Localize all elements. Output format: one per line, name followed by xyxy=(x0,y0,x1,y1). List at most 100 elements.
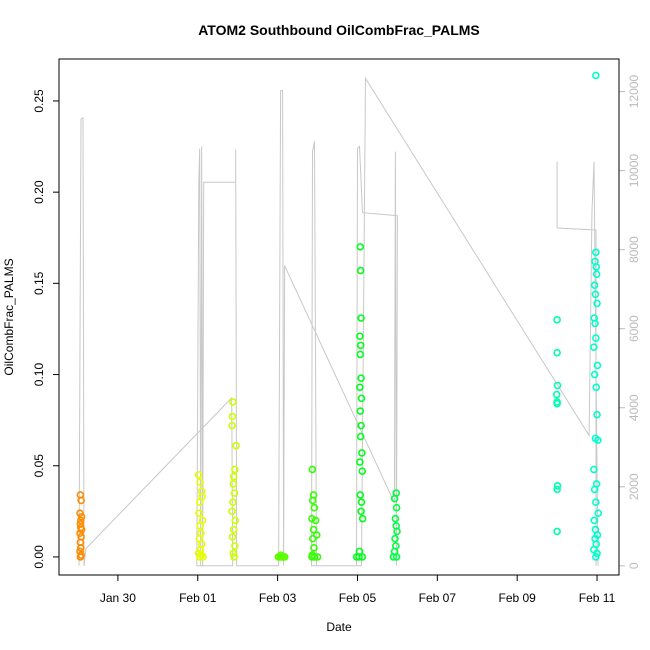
point xyxy=(231,465,239,474)
point xyxy=(593,361,602,370)
x-axis-label: Date xyxy=(326,620,352,634)
point xyxy=(391,534,399,543)
y-tick-label: 0.05 xyxy=(32,454,46,478)
point xyxy=(590,465,598,474)
point xyxy=(356,491,365,499)
point xyxy=(593,549,601,558)
point xyxy=(76,553,85,561)
point xyxy=(356,266,365,275)
point xyxy=(593,299,601,308)
point xyxy=(313,553,322,561)
x-tick-label: Feb 07 xyxy=(419,591,457,605)
y2-tick-label: 4000 xyxy=(627,394,641,421)
point xyxy=(356,332,364,341)
point xyxy=(592,248,600,257)
chart-title: ATOM2 Southbound OilCombFrac_PALMS xyxy=(198,22,480,38)
point xyxy=(280,553,289,561)
point xyxy=(357,394,366,403)
point xyxy=(590,343,598,351)
point xyxy=(308,465,317,474)
point xyxy=(390,494,399,503)
point xyxy=(76,544,85,552)
point xyxy=(553,381,562,390)
point xyxy=(553,485,561,494)
point xyxy=(230,489,239,497)
point xyxy=(310,503,319,512)
point xyxy=(590,370,599,379)
point xyxy=(228,421,236,430)
point xyxy=(590,516,599,525)
point xyxy=(76,529,84,538)
point xyxy=(231,542,239,550)
y2-tick-label: 12000 xyxy=(627,75,641,109)
point xyxy=(194,471,203,479)
point xyxy=(391,514,400,523)
point xyxy=(355,553,363,561)
point xyxy=(392,503,401,512)
point xyxy=(591,319,599,328)
point xyxy=(592,334,600,342)
y-tick-label: 0.20 xyxy=(32,180,46,204)
point xyxy=(357,507,365,516)
point xyxy=(357,374,365,382)
point xyxy=(553,316,561,324)
point xyxy=(356,458,364,466)
point xyxy=(197,551,206,559)
altitude-line xyxy=(78,76,599,567)
point xyxy=(310,544,318,552)
point xyxy=(553,348,561,357)
y2-tick-label: 6000 xyxy=(627,315,641,342)
point xyxy=(195,509,203,517)
point xyxy=(590,281,599,289)
point xyxy=(356,407,365,415)
x-tick-label: Feb 05 xyxy=(339,591,377,605)
point xyxy=(358,449,366,457)
point xyxy=(277,551,285,559)
point xyxy=(592,498,600,507)
point xyxy=(392,553,401,561)
point xyxy=(356,432,365,441)
point xyxy=(229,498,237,507)
y-tick-label: 0.15 xyxy=(32,271,46,295)
point xyxy=(393,527,401,536)
point xyxy=(358,553,367,561)
point xyxy=(591,290,600,299)
point xyxy=(553,527,561,536)
point xyxy=(357,498,366,507)
point xyxy=(356,383,364,392)
y2-tick-label: 2000 xyxy=(627,473,641,500)
point xyxy=(231,516,240,525)
point xyxy=(592,71,600,80)
x-tick-label: Jan 30 xyxy=(100,591,136,605)
point xyxy=(229,472,238,481)
point xyxy=(592,553,600,561)
point xyxy=(198,492,206,501)
x-tick-label: Feb 11 xyxy=(579,591,616,605)
y-axis-label: OilCombFrac_PALMS xyxy=(2,258,16,375)
plot-frame xyxy=(58,58,620,576)
y2-tick-label: 10000 xyxy=(627,154,641,188)
point xyxy=(357,314,365,322)
point xyxy=(553,482,562,490)
y-tick-label: 0.10 xyxy=(32,363,46,387)
point xyxy=(312,531,321,539)
point xyxy=(232,441,240,450)
point xyxy=(196,522,204,530)
x-tick-label: Feb 03 xyxy=(259,591,297,605)
point xyxy=(553,399,561,408)
point xyxy=(229,549,238,558)
point xyxy=(229,480,238,488)
point xyxy=(358,467,367,476)
point xyxy=(195,553,204,561)
y-tick-label: 0.25 xyxy=(32,89,46,113)
point xyxy=(356,243,365,251)
point xyxy=(228,507,236,516)
point xyxy=(229,398,237,406)
y-tick-label: 0.00 xyxy=(32,545,46,569)
point xyxy=(357,421,365,430)
point xyxy=(230,553,238,561)
point xyxy=(308,496,317,505)
point xyxy=(552,390,561,399)
